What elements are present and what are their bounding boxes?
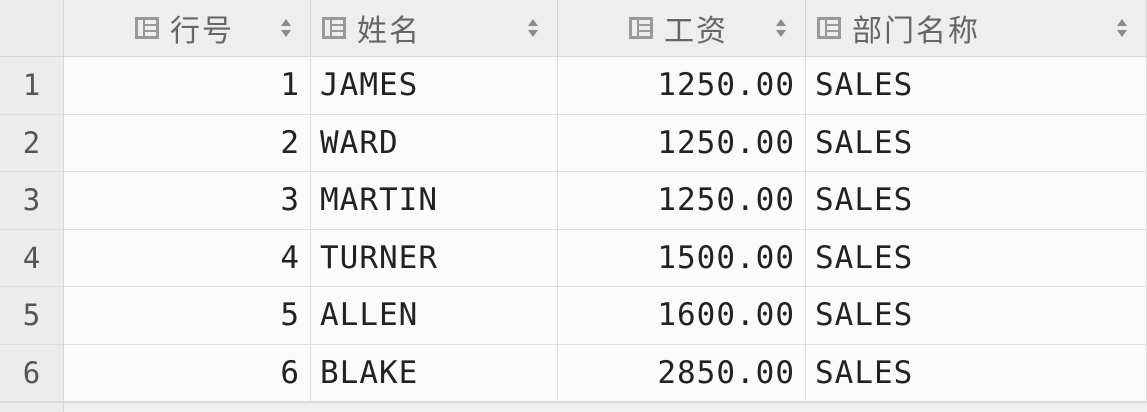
footer-corner bbox=[0, 403, 64, 412]
cell-name[interactable]: JAMES bbox=[311, 57, 558, 114]
cell-salary[interactable]: 1500.00 bbox=[558, 229, 806, 286]
sort-icon[interactable] bbox=[1116, 17, 1128, 39]
row-number[interactable]: 3 bbox=[0, 172, 64, 229]
table-row[interactable]: 4 4 TURNER 1500.00 SALES bbox=[0, 229, 1147, 287]
cell-department[interactable]: SALES bbox=[806, 57, 1147, 114]
column-icon bbox=[629, 17, 653, 39]
cell-row-number[interactable]: 6 bbox=[64, 344, 311, 401]
cell-salary[interactable]: 1250.00 bbox=[558, 172, 806, 229]
cell-row-number[interactable]: 1 bbox=[64, 57, 311, 114]
row-number[interactable]: 2 bbox=[0, 114, 64, 171]
grid-body: 1 1 JAMES 1250.00 SALES 2 2 WARD 1250.00… bbox=[0, 57, 1147, 402]
sort-icon[interactable] bbox=[775, 17, 787, 39]
cell-department[interactable]: SALES bbox=[806, 287, 1147, 344]
cell-name[interactable]: TURNER bbox=[311, 229, 558, 286]
row-number[interactable]: 6 bbox=[0, 344, 64, 401]
select-all-corner[interactable] bbox=[0, 0, 64, 56]
column-icon bbox=[817, 17, 841, 39]
column-label: 工资 bbox=[664, 14, 728, 49]
table-row[interactable]: 3 3 MARTIN 1250.00 SALES bbox=[0, 172, 1147, 230]
column-label: 姓名 bbox=[357, 14, 421, 49]
cell-salary[interactable]: 2850.00 bbox=[558, 344, 806, 401]
grid-header: 行号 姓名 bbox=[0, 0, 1147, 57]
cell-row-number[interactable]: 5 bbox=[64, 287, 311, 344]
row-number[interactable]: 4 bbox=[0, 229, 64, 286]
cell-name[interactable]: MARTIN bbox=[311, 172, 558, 229]
column-header-department[interactable]: 部门名称 bbox=[806, 0, 1147, 56]
row-number[interactable]: 1 bbox=[0, 57, 64, 114]
cell-name[interactable]: WARD bbox=[311, 114, 558, 171]
cell-salary[interactable]: 1250.00 bbox=[558, 114, 806, 171]
sort-icon[interactable] bbox=[527, 17, 539, 39]
cell-name[interactable]: ALLEN bbox=[311, 287, 558, 344]
column-label: 部门名称 bbox=[852, 14, 980, 49]
column-icon bbox=[322, 17, 346, 39]
cell-salary[interactable]: 1250.00 bbox=[558, 57, 806, 114]
column-header-row-number[interactable]: 行号 bbox=[64, 0, 311, 56]
cell-department[interactable]: SALES bbox=[806, 172, 1147, 229]
row-number[interactable]: 5 bbox=[0, 287, 64, 344]
sort-icon[interactable] bbox=[280, 17, 292, 39]
table-row[interactable]: 2 2 WARD 1250.00 SALES bbox=[0, 114, 1147, 172]
cell-row-number[interactable]: 3 bbox=[64, 172, 311, 229]
column-label: 行号 bbox=[170, 14, 234, 49]
column-header-name[interactable]: 姓名 bbox=[311, 0, 558, 56]
cell-department[interactable]: SALES bbox=[806, 344, 1147, 401]
cell-row-number[interactable]: 2 bbox=[64, 114, 311, 171]
grid-footer bbox=[0, 402, 1147, 412]
column-header-salary[interactable]: 工资 bbox=[558, 0, 806, 56]
cell-name[interactable]: BLAKE bbox=[311, 344, 558, 401]
table-row[interactable]: 1 1 JAMES 1250.00 SALES bbox=[0, 57, 1147, 115]
table-row[interactable]: 5 5 ALLEN 1600.00 SALES bbox=[0, 287, 1147, 345]
table-row[interactable]: 6 6 BLAKE 2850.00 SALES bbox=[0, 344, 1147, 402]
cell-department[interactable]: SALES bbox=[806, 114, 1147, 171]
cell-salary[interactable]: 1600.00 bbox=[558, 287, 806, 344]
cell-row-number[interactable]: 4 bbox=[64, 229, 311, 286]
column-icon bbox=[135, 17, 159, 39]
cell-department[interactable]: SALES bbox=[806, 229, 1147, 286]
